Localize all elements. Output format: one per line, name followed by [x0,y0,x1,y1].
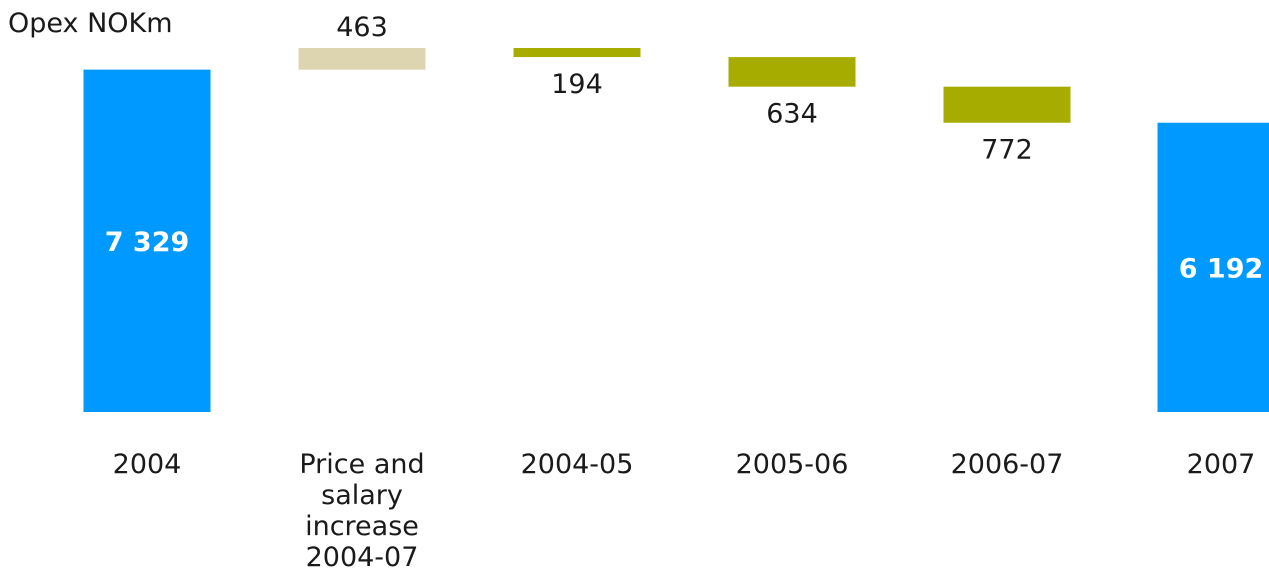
bar-3 [513,48,641,58]
bar-5 [943,86,1071,123]
data-label-3: 194 [551,69,603,100]
data-label-2: 463 [336,12,388,43]
category-label-2-line-4: 2004-07 [306,542,419,573]
category-label-3: 2004-05 [521,449,634,480]
category-label-6: 2007 [1187,449,1256,480]
category-label-2-line-2: salary [321,480,403,511]
chart-title: Opex NOKm [8,8,173,39]
bar-4 [728,57,856,87]
category-label-5: 2006-07 [951,449,1064,480]
data-label-4: 634 [766,99,818,130]
category-label-4: 2005-06 [736,449,849,480]
category-label-1: 2004 [113,449,182,480]
category-label-2-line-1: Price and [299,449,424,480]
data-label-5: 772 [981,135,1033,166]
bar-2 [298,48,426,70]
category-label-2-line-3: increase [305,511,419,542]
data-label-1: 7 329 [105,227,190,258]
bar-1 [83,69,211,413]
data-label-6: 6 192 [1179,253,1264,284]
bar-6 [1157,122,1269,413]
